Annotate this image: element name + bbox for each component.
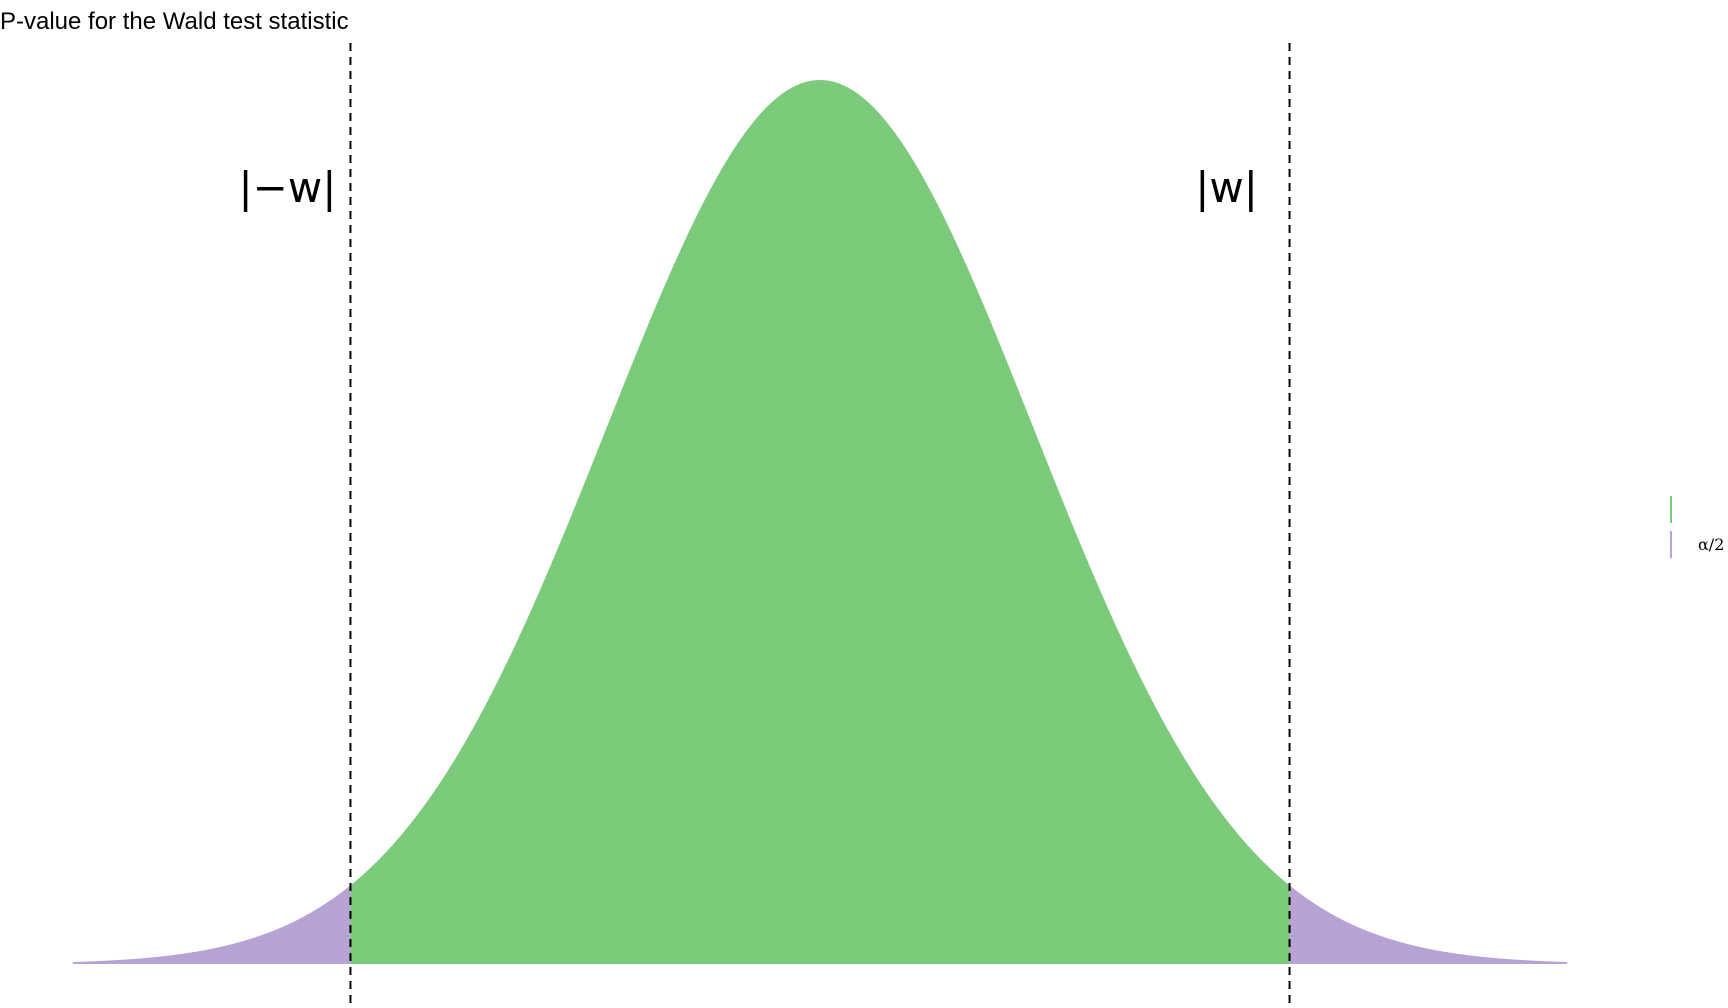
annotation-neg-w: |−w| — [239, 163, 337, 212]
legend-label-tails: α/2 — [1698, 535, 1724, 554]
legend: α/2 — [1670, 496, 1724, 558]
right-tail-area — [1289, 885, 1567, 964]
plot-area — [72, 80, 1568, 964]
left-tail-area — [73, 885, 351, 964]
chart-title: P-value for the Wald test statistic — [0, 8, 349, 35]
annotation-w: |w| — [1195, 163, 1258, 212]
bar-hatching — [72, 80, 1568, 964]
